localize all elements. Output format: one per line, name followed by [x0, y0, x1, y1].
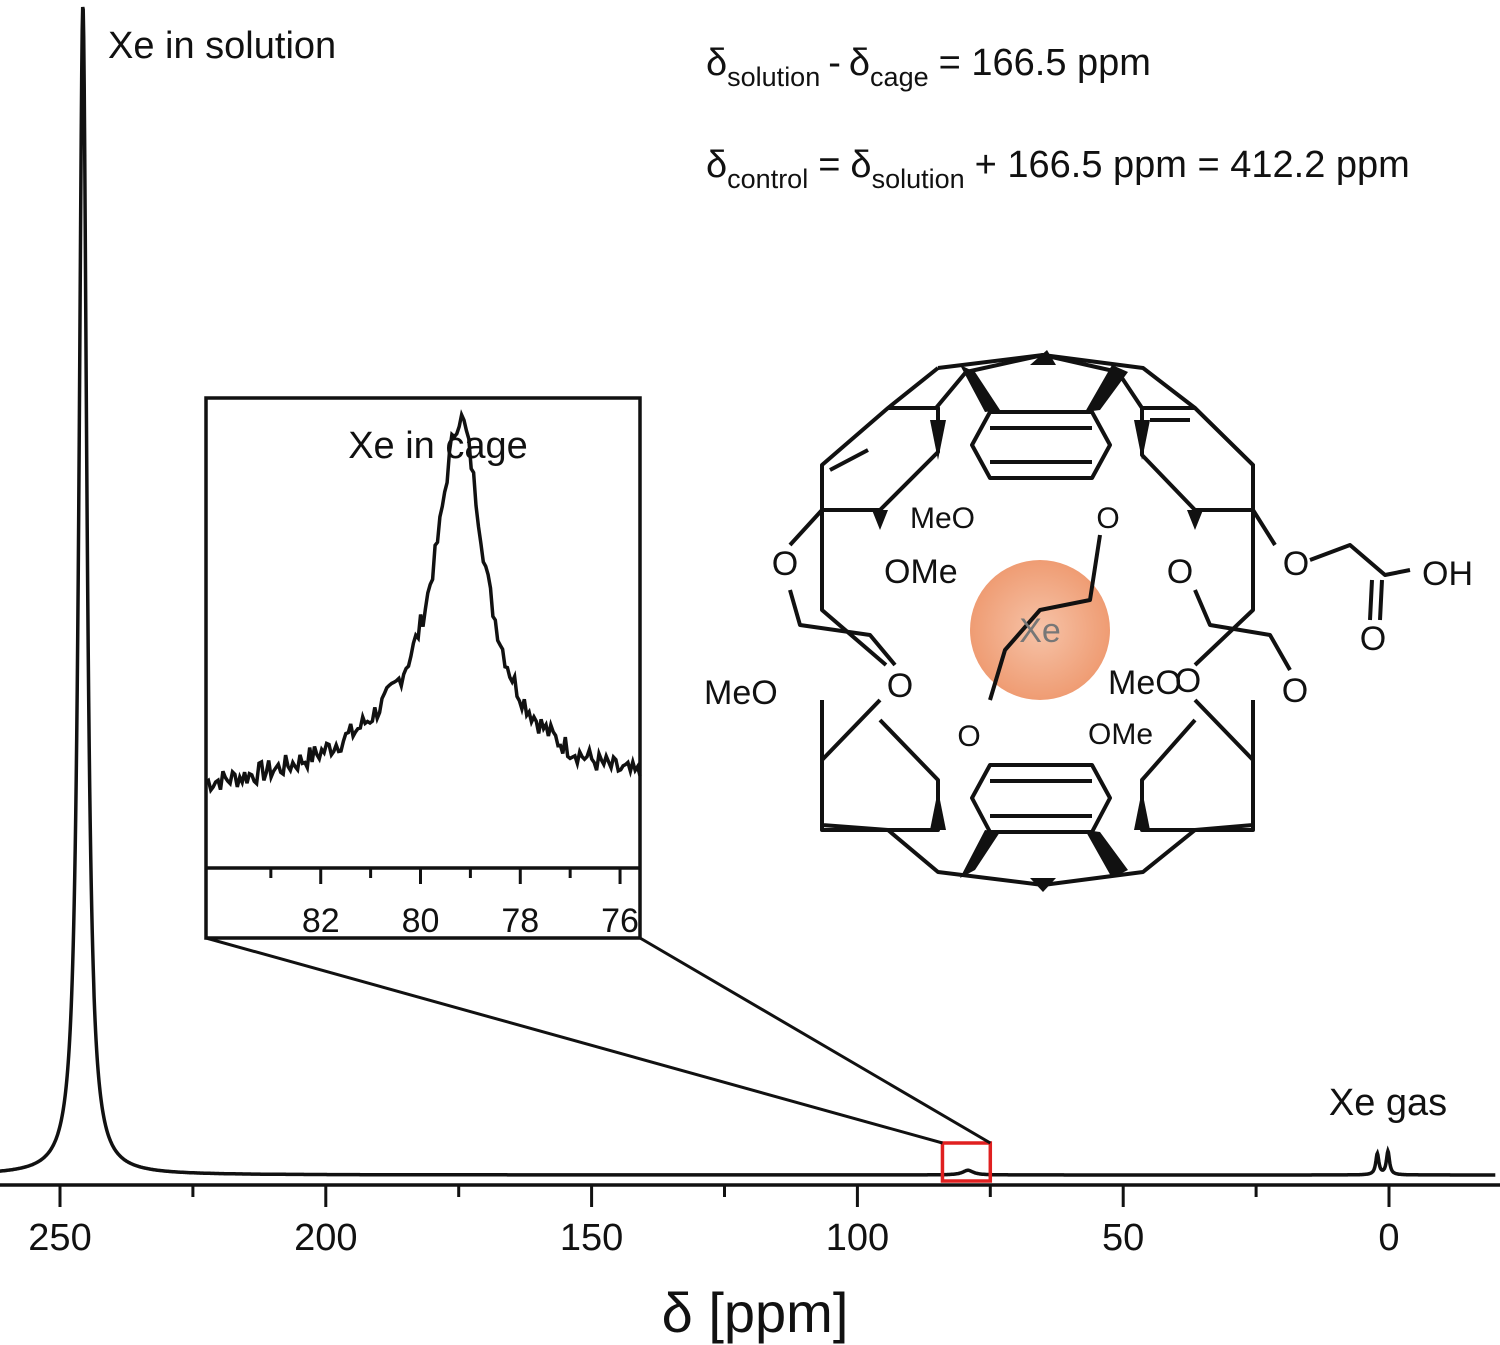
label-o-8: O: [1175, 662, 1201, 700]
x-tick-label: 50: [1102, 1217, 1144, 1259]
xe-atom: [970, 560, 1110, 700]
x-tick-label: 200: [294, 1217, 357, 1259]
label-ome-2: OMe: [1088, 718, 1153, 751]
main-plot-area: 250 200 150 100 50 0 δ [ppm] Xe in solution X…: [0, 6, 1500, 1344]
x-tick-label: 0: [1378, 1217, 1399, 1259]
spectrum-trace: [0, 6, 1496, 1177]
label-o-4: O: [1283, 545, 1309, 583]
inset-frame: [204, 396, 642, 940]
svg-text:δsolution-δcage= 166.5 ppm: δsolution - δcage = 166.5 ppm: [706, 42, 1151, 92]
xe-atom-label: Xe: [1019, 612, 1061, 650]
peak-label-gas: Xe gas: [1329, 1082, 1447, 1124]
svg-text:δcontrol=δsolution+ 166.5 ppm: δcontrol = δsolution + 166.5 ppm = 412.2 pp…: [706, 144, 1410, 194]
label-meo-3: MeO: [1108, 664, 1182, 702]
label-o-1: O: [772, 545, 798, 583]
inset-plot: 82 80 78 76 Xe in cage: [204, 396, 642, 940]
inset-tick-label: 76: [601, 902, 639, 940]
structure-labels: Xe MeO OMe O O O O O O OH O MeO O O MeO …: [704, 502, 1473, 753]
cage-bonds: [788, 350, 1411, 892]
inset-title: Xe in cage: [348, 425, 528, 467]
x-tick-label: 250: [28, 1217, 91, 1259]
label-o-6: O: [1282, 672, 1308, 710]
inset-tick-label: 82: [302, 902, 340, 940]
label-oh: OH: [1422, 555, 1473, 593]
label-o-carbonyl: O: [1360, 620, 1386, 658]
label-o-5: O: [887, 667, 913, 705]
cryptophane-cage-structure: Xe MeO OMe O O O O O O OH O MeO O O MeO …: [704, 350, 1473, 892]
zoom-connector-left: [205, 936, 943, 1145]
formula-control-shift: δcontrol = δsolution + 166.5 ppm = 412.2 pp…: [706, 144, 1410, 194]
peak-label-solution: Xe in solution: [108, 25, 336, 67]
label-meo-2: MeO: [704, 674, 778, 712]
inset-tick-label: 80: [402, 902, 440, 940]
label-ome-1: OMe: [884, 553, 958, 591]
x-tick-label: 100: [826, 1217, 889, 1259]
inset-tick-label: 78: [501, 902, 539, 940]
formula-shift-difference: δsolution - δcage = 166.5 ppm: [706, 42, 1151, 92]
label-o-3: O: [1167, 553, 1193, 591]
label-meo-1: MeO: [910, 502, 975, 535]
zoom-connector-right: [639, 936, 992, 1145]
label-o-2: O: [1096, 502, 1119, 535]
inset-spectrum-trace: [204, 409, 642, 795]
zoom-region-box: [940, 1141, 993, 1183]
x-tick-label: 150: [560, 1217, 623, 1259]
label-o-7: O: [957, 720, 980, 753]
x-axis-title: δ [ppm]: [662, 1281, 849, 1344]
